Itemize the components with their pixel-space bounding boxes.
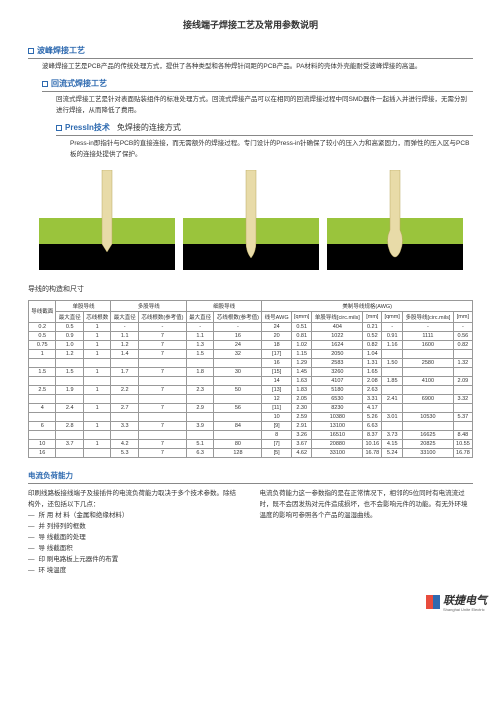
table-row: 103.714.275.180[7]3.672088010.164.152082… [29, 439, 473, 448]
section-3-head: PressIn技术 免焊接的连接方式 [56, 122, 473, 136]
section-4-head: 电流负荷能力 [28, 470, 473, 484]
bullet-2: 并 列排列的框数 [39, 521, 86, 532]
diagram-3 [327, 170, 463, 270]
bullet-3: 导 线截面的处理 [39, 532, 86, 543]
table-row: 1.51.511.771.830[15]1.4532601.65 [29, 367, 473, 376]
col-r-para: 电流负荷能力这一参数指的是在正常情况下，相邻的5位同时有电流流过时，既不会因发热… [260, 488, 474, 521]
logo-subtext: Shanghai Unite Electric [443, 607, 487, 612]
section-1-title: 波峰焊接工艺 [37, 45, 85, 56]
section-3-subtitle: 免焊接的连接方式 [117, 122, 181, 133]
bullet-4: 导 线截面积 [39, 543, 73, 554]
section-3-body: Press-in即指针与PCB的直接连接，而无需额外的焊接过程。专门设计的Pre… [70, 139, 473, 160]
bullet-box-icon [28, 48, 34, 54]
page-title: 接线端子焊接工艺及常用参数说明 [28, 18, 473, 31]
table-row: 165.376.3128[5]4.623310016.785.243310016… [29, 448, 473, 457]
col-l-para: 印刷线路板接线端子及接插件的电流负荷能力取决于多个技术参数。除结构外，还包括以下… [28, 488, 242, 510]
section-2-title: 回流式焊接工艺 [51, 78, 107, 89]
company-logo: 联捷电气 Shanghai Unite Electric [426, 592, 487, 612]
diagram-1 [39, 170, 175, 270]
table-row: 141.6341072.081.8541002.09 [29, 376, 473, 385]
right-column: 电流负荷能力这一参数指的是在正常情况下，相邻的5位同时有电流流过时，既不会因发热… [260, 488, 474, 576]
section-1-head: 波峰焊接工艺 [28, 45, 473, 59]
table-row: 0.751.011.271.324181.0216240.821.1616000… [29, 340, 473, 349]
diagram-2 [183, 170, 319, 270]
table-row: 83.26165108.373.73166258.48 [29, 430, 473, 439]
bullet-1: 所 用 材 料（金属和绝缘材料） [39, 510, 129, 521]
section-2-body: 回流式焊接工艺是针对表面贴装组件的标准处理方式。回流式焊接产品可以在相同的回流焊… [56, 95, 473, 116]
table-row: 0.50.911.171.116200.8110220.520.9111110.… [29, 331, 473, 340]
table-row: 62.813.373.984[9]2.91131006.63 [29, 421, 473, 430]
left-column: 印刷线路板接线端子及接插件的电流负荷能力取决于多个技术参数。除结构外，还包括以下… [28, 488, 242, 576]
table-title: 导线的构造和尺寸 [28, 284, 473, 294]
diagram-row [28, 170, 473, 270]
table-row: 122.0565303.312.4169003.32 [29, 394, 473, 403]
section-4-title: 电流负荷能力 [28, 470, 73, 481]
section-1-body: 波峰焊接工艺是PCB产品的传统处理方式，提供了各种类型和各种焊针间距的PCB产品… [42, 62, 473, 72]
table-row: 11.211.471.532[17]1.1520501.04 [29, 349, 473, 358]
section-3-title: PressIn技术 [65, 122, 110, 133]
table-row: 0.20.51----240.514040.21--- [29, 322, 473, 331]
logo-text: 联捷电气 [443, 592, 487, 608]
bullet-5: 印 刷电路板上元器件的布置 [39, 554, 119, 565]
footer: 联捷电气 Shanghai Unite Electric [0, 586, 501, 618]
table-row: 42.412.772.956[11]2.3082304.17 [29, 403, 473, 412]
section-2-head: 回流式焊接工艺 [42, 78, 473, 92]
bullet-box-icon [42, 81, 48, 87]
table-row: 102.59103805.263.01105305.37 [29, 412, 473, 421]
logo-mark-icon [426, 595, 440, 609]
bullet-box-icon [56, 125, 62, 131]
table-row: 161.2925831.311.5025801.32 [29, 358, 473, 367]
table-row: 2.51.912.272.350[13]1.8351802.63 [29, 385, 473, 394]
bullet-6: 环 境温度 [39, 565, 67, 576]
wire-spec-table: 导线截面 单股导线 多股导线 细股导线 美制导线规格(AWG) 最大直径芯线根数… [28, 300, 473, 458]
